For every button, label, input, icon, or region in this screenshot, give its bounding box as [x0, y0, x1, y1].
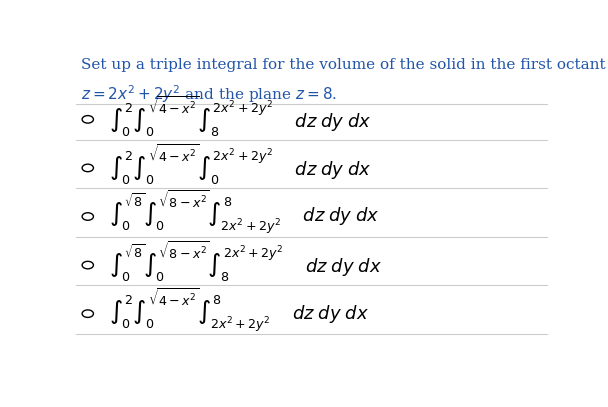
Text: $\int_0^2 \int_0^{\sqrt{4-x^2}} \int_8^{2x^2+2y^2}$$\quad$$\;dz\; dy\; dx$: $\int_0^2 \int_0^{\sqrt{4-x^2}} \int_8^{… — [109, 94, 371, 139]
Text: $\int_0^2 \int_0^{\sqrt{4-x^2}} \int_{2x^2+2y^2}^{8}$$\quad$$\;dz\; dy\; dx$: $\int_0^2 \int_0^{\sqrt{4-x^2}} \int_{2x… — [109, 287, 369, 335]
Text: $\int_0^2 \int_0^{\sqrt{4-x^2}} \int_0^{2x^2+2y^2}$$\quad$$\;dz\; dy\; dx$: $\int_0^2 \int_0^{\sqrt{4-x^2}} \int_0^{… — [109, 142, 371, 187]
Text: $\int_0^{\sqrt{8}} \int_0^{\sqrt{8-x^2}} \int_8^{2x^2+2y^2}$$\quad$$\;dz\; dy\; : $\int_0^{\sqrt{8}} \int_0^{\sqrt{8-x^2}}… — [109, 239, 382, 284]
Text: $\int_0^{\sqrt{8}} \int_0^{\sqrt{8-x^2}} \int_{2x^2+2y^2}^{8}$$\quad$$\;dz\; dy\: $\int_0^{\sqrt{8}} \int_0^{\sqrt{8-x^2}}… — [109, 189, 379, 237]
Text: Set up a triple integral for the volume of the solid in the first octant enclose: Set up a triple integral for the volume … — [81, 58, 608, 72]
Text: $z = 2x^2 + 2y^2$ and the plane $z = 8$.: $z = 2x^2 + 2y^2$ and the plane $z = 8$. — [81, 83, 337, 105]
